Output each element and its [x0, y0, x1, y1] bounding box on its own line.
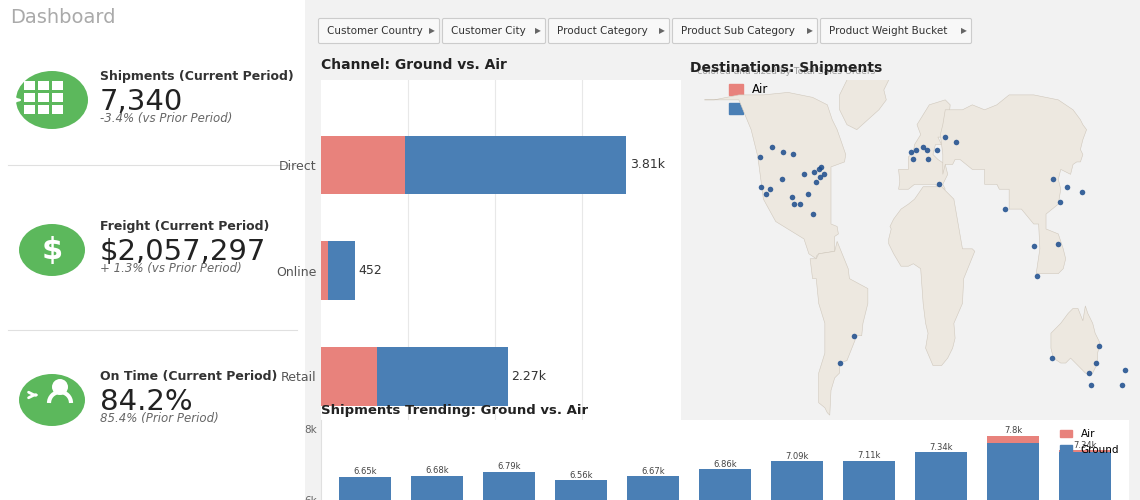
- Text: 6.67k: 6.67k: [641, 466, 665, 475]
- Ellipse shape: [16, 371, 88, 429]
- Text: ▶: ▶: [659, 26, 665, 36]
- Text: 85.4% (Prior Period): 85.4% (Prior Period): [100, 412, 219, 425]
- Text: -3.4% (vs Prior Period): -3.4% (vs Prior Period): [100, 112, 233, 125]
- Polygon shape: [839, 70, 889, 130]
- Text: Dashboard: Dashboard: [10, 8, 115, 27]
- Text: Destinations: Shipments: Destinations: Shipments: [690, 60, 882, 74]
- Text: 7.8k: 7.8k: [1004, 426, 1023, 436]
- Bar: [915, 452, 967, 500]
- FancyBboxPatch shape: [24, 105, 35, 114]
- Circle shape: [52, 379, 68, 395]
- Text: 6.79k: 6.79k: [497, 462, 521, 471]
- FancyBboxPatch shape: [24, 81, 35, 90]
- FancyBboxPatch shape: [52, 81, 63, 90]
- Bar: [321, 242, 328, 300]
- Text: Customer City: Customer City: [451, 26, 526, 36]
- Ellipse shape: [19, 224, 86, 276]
- Text: 6.65k: 6.65k: [353, 468, 376, 476]
- Bar: [328, 242, 355, 300]
- FancyBboxPatch shape: [38, 105, 49, 114]
- Text: Shipments Trending: Ground vs. Air: Shipments Trending: Ground vs. Air: [321, 404, 588, 417]
- Text: 2.27k: 2.27k: [512, 370, 546, 383]
- Bar: [555, 480, 606, 500]
- Text: 7.09k: 7.09k: [785, 452, 808, 460]
- FancyBboxPatch shape: [318, 18, 440, 44]
- Text: Customer Country: Customer Country: [327, 26, 423, 36]
- Legend: Air, Ground: Air, Ground: [1056, 425, 1123, 459]
- Text: ▶: ▶: [535, 26, 540, 36]
- Text: Product Category: Product Category: [557, 26, 648, 36]
- Bar: [699, 470, 751, 500]
- Text: On Time (Current Period): On Time (Current Period): [100, 370, 277, 383]
- Text: 6.68k: 6.68k: [425, 466, 449, 475]
- Bar: [339, 477, 391, 500]
- Bar: [1059, 452, 1111, 500]
- Text: 7,340: 7,340: [100, 88, 184, 116]
- Text: + 1.3% (vs Prior Period): + 1.3% (vs Prior Period): [100, 262, 242, 275]
- FancyBboxPatch shape: [0, 0, 306, 500]
- Text: ▶: ▶: [807, 26, 813, 36]
- Ellipse shape: [16, 221, 88, 279]
- Text: 7.34k: 7.34k: [1074, 440, 1097, 450]
- Text: * colored and sized by Total Sales Orders: * colored and sized by Total Sales Order…: [690, 68, 876, 76]
- FancyBboxPatch shape: [38, 93, 49, 102]
- Ellipse shape: [19, 374, 86, 426]
- Bar: [987, 444, 1040, 500]
- Bar: [376, 348, 508, 406]
- Polygon shape: [811, 242, 868, 415]
- FancyBboxPatch shape: [821, 18, 971, 44]
- FancyBboxPatch shape: [52, 105, 63, 114]
- Polygon shape: [940, 95, 1086, 274]
- Bar: [1059, 450, 1111, 452]
- Bar: [771, 461, 823, 500]
- Bar: [321, 348, 376, 406]
- Polygon shape: [1051, 306, 1100, 376]
- Text: Freight (Current Period): Freight (Current Period): [100, 220, 269, 233]
- Polygon shape: [898, 100, 950, 189]
- FancyBboxPatch shape: [673, 18, 817, 44]
- FancyBboxPatch shape: [24, 93, 35, 102]
- Bar: [410, 476, 463, 500]
- Bar: [321, 136, 406, 194]
- Text: ▶: ▶: [429, 26, 434, 36]
- FancyBboxPatch shape: [52, 93, 63, 102]
- Bar: [483, 472, 535, 500]
- Text: 7.11k: 7.11k: [857, 451, 881, 460]
- Text: 7.34k: 7.34k: [929, 443, 953, 452]
- Text: 84.2%: 84.2%: [100, 388, 193, 416]
- Bar: [627, 476, 679, 500]
- Text: Channel: Ground vs. Air: Channel: Ground vs. Air: [321, 58, 507, 72]
- Text: 3.81k: 3.81k: [629, 158, 665, 171]
- Text: 6.86k: 6.86k: [714, 460, 736, 469]
- Legend: Air, Ground: Air, Ground: [724, 78, 800, 120]
- Text: $: $: [41, 236, 63, 264]
- Polygon shape: [889, 187, 975, 366]
- FancyBboxPatch shape: [38, 81, 49, 90]
- Text: 6.56k: 6.56k: [569, 470, 593, 480]
- Bar: [987, 436, 1040, 444]
- Bar: [406, 136, 626, 194]
- FancyBboxPatch shape: [442, 18, 546, 44]
- Ellipse shape: [16, 71, 88, 129]
- Polygon shape: [705, 92, 846, 259]
- Bar: [844, 460, 895, 500]
- Text: ▶: ▶: [961, 26, 967, 36]
- Text: Product Weight Bucket: Product Weight Bucket: [829, 26, 947, 36]
- Text: Shipments (Current Period): Shipments (Current Period): [100, 70, 294, 83]
- Text: $2,057,297: $2,057,297: [100, 238, 267, 266]
- Text: Product Sub Category: Product Sub Category: [681, 26, 795, 36]
- FancyBboxPatch shape: [548, 18, 669, 44]
- Text: 452: 452: [358, 264, 382, 277]
